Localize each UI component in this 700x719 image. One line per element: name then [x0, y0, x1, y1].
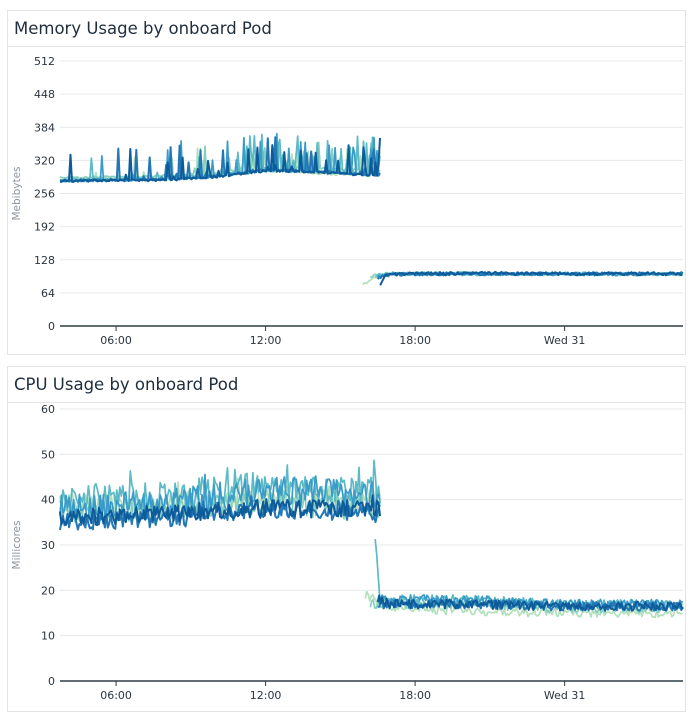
memory-chart-plot: 0 64 128 192 256 320 384 448 512 Mebibytes 06:00 12…: [11, 55, 684, 347]
cpu-chart-plot: 0 10 20 30 40 50 60 Millicores 06:00 12:00 18:00 We…: [11, 403, 684, 702]
y-tick-label: 128: [34, 254, 55, 267]
y-tick-label: 384: [34, 121, 55, 134]
series-line-before: [59, 494, 381, 526]
x-tick-label: 06:00: [100, 334, 132, 347]
x-tick-label: Wed 31: [544, 334, 585, 347]
y-tick-label: 256: [34, 188, 55, 201]
cpu-chart-header: CPU Usage by onboard Pod: [8, 367, 685, 403]
y-tick-label: 10: [41, 630, 55, 643]
y-tick-label: 30: [41, 539, 55, 552]
y-tick-label: 60: [41, 403, 55, 416]
series-line-after: [379, 270, 683, 286]
y-tick-label: 0: [48, 320, 55, 333]
x-tick-label: Wed 31: [544, 689, 585, 702]
x-tick-label: 12:00: [250, 689, 282, 702]
y-tick-label: 50: [41, 448, 55, 461]
memory-chart-panel: Memory Usage by onboard Pod 0 64 128 192 256…: [7, 10, 686, 355]
y-axis-label: Millicores: [11, 521, 23, 570]
cpu-chart-title: CPU Usage by onboard Pod: [14, 375, 239, 394]
x-tick-label: 18:00: [399, 334, 431, 347]
y-tick-label: 512: [34, 55, 55, 68]
y-tick-label: 320: [34, 154, 55, 167]
y-axis-label: Mebibytes: [11, 166, 23, 220]
series-line-after: [377, 594, 683, 610]
memory-chart-title: Memory Usage by onboard Pod: [14, 19, 272, 38]
y-tick-label: 448: [34, 88, 55, 101]
series-line-before: [59, 473, 381, 522]
y-tick-label: 40: [41, 494, 55, 507]
x-tick-label: 12:00: [250, 334, 282, 347]
y-tick-label: 20: [41, 584, 55, 597]
series-line-before: [59, 137, 381, 183]
y-tick-label: 0: [48, 675, 55, 688]
x-tick-label: 06:00: [100, 689, 132, 702]
series-line-after: [376, 594, 684, 612]
x-tick-label: 18:00: [399, 689, 431, 702]
memory-chart-header: Memory Usage by onboard Pod: [8, 11, 685, 47]
cpu-chart-panel: CPU Usage by onboard Pod 0 10 20 30 40 50 60 Mi…: [7, 366, 686, 712]
y-tick-label: 192: [34, 221, 55, 234]
y-tick-label: 64: [41, 287, 55, 300]
